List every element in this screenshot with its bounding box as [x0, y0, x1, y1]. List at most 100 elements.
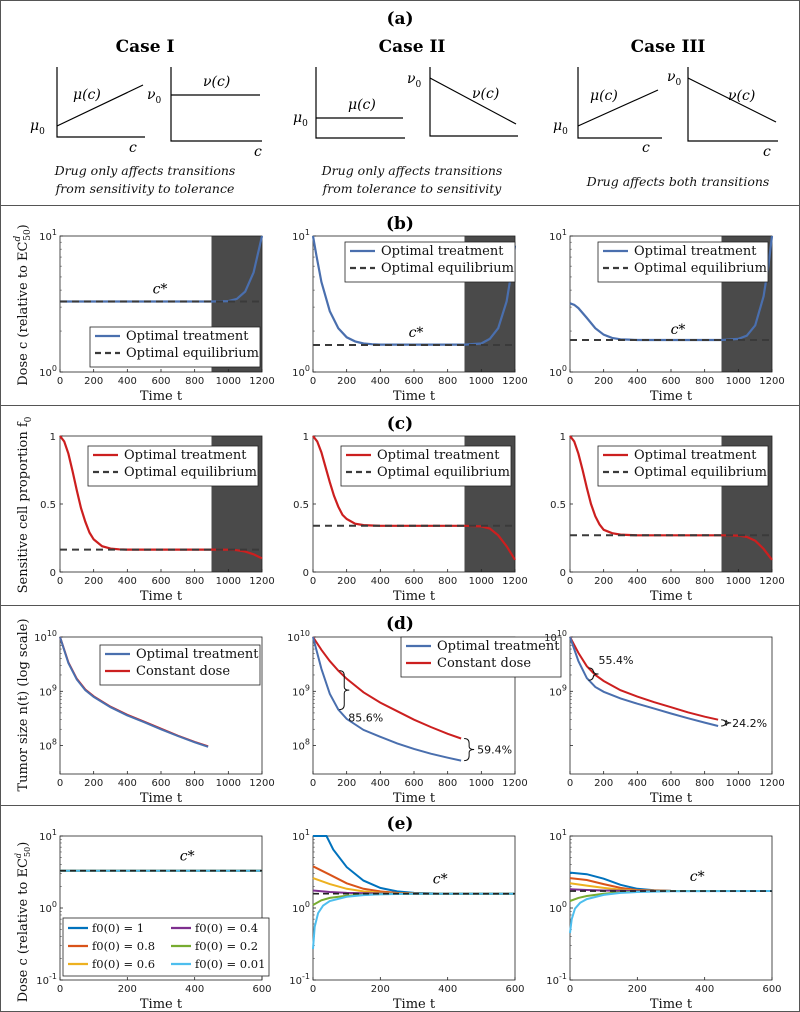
legend-box [597, 445, 769, 487]
case2-mu-label: μ(c) [348, 97, 376, 113]
y-tick-label-exp: 1 [305, 828, 310, 837]
y-tick-label: 109 [549, 683, 567, 698]
y-tick-label: 1 [50, 432, 56, 443]
x-tick-label: 600 [252, 984, 271, 995]
ylabel-b-sub: 50 [23, 229, 33, 241]
case1-c-label-b: c [254, 144, 262, 160]
y-tick-label: 109 [292, 683, 310, 698]
x-tick-label: 0 [567, 778, 573, 789]
case3-nu0-label: ν0 [667, 69, 682, 88]
c-star-label: c* [153, 281, 168, 297]
y-tick-label: 100 [292, 900, 310, 915]
case-title-3: Case III [631, 37, 706, 57]
legend-label: Optimal equilibrium [126, 346, 259, 361]
x-tick-label: 600 [404, 778, 423, 789]
x-tick-label: 1000 [726, 778, 751, 789]
y-tick-label: 101 [39, 828, 57, 843]
x-tick-label: 1000 [216, 376, 241, 387]
series-2 [312, 877, 515, 895]
mu0-symbol: μ [30, 118, 39, 134]
case-title-1: Case I [116, 37, 175, 57]
x-tick-label: 200 [594, 376, 613, 387]
legend-label: Optimal equilibrium [377, 465, 510, 480]
x-tick-label: 0 [310, 984, 316, 995]
legend-label: Optimal treatment [126, 329, 249, 344]
x-axis-label: Time t [140, 791, 183, 806]
legend-box [400, 636, 562, 678]
y-tick-label: 0.5 [40, 500, 56, 511]
mu0-sub: 0 [39, 127, 45, 137]
panel-label-e: (e) [387, 814, 414, 834]
x-tick-label: 200 [337, 778, 356, 789]
case1-caption-line1: Drug only affects transitions [54, 163, 236, 178]
case1-nu-sketch [170, 67, 262, 142]
case3-caption: Drug affects both transitions [586, 174, 770, 189]
x-tick-label: 800 [185, 376, 204, 387]
y-tick-label: 108 [39, 738, 57, 753]
y-tick-label-base: 10 [39, 232, 52, 243]
x-tick-label: 200 [371, 984, 390, 995]
case3-nu-sketch [687, 67, 778, 142]
y-tick-label-exp: 10 [47, 629, 57, 638]
legend-box [99, 644, 261, 686]
mu0-symbol: μ [553, 118, 562, 134]
y-tick-label-exp: -1 [302, 972, 310, 981]
y-tick-label-exp: 0 [52, 900, 57, 909]
y-tick-label-base: 10 [292, 742, 305, 753]
y-tick-label-exp: 10 [557, 629, 567, 638]
y-tick-label-exp: 1 [52, 828, 57, 837]
y-tick-label: 0 [303, 568, 309, 579]
x-axis-label: Time t [650, 589, 693, 604]
x-tick-label: 0 [57, 376, 63, 387]
series-5 [312, 892, 515, 949]
x-tick-label: 1200 [249, 778, 274, 789]
x-tick-label: 400 [438, 984, 457, 995]
legend-label: Constant dose [437, 656, 531, 671]
y-tick-label: 1010 [287, 629, 310, 644]
y-tick-label: 108 [292, 738, 310, 753]
x-tick-label: 400 [118, 778, 137, 789]
x-tick-label: 400 [628, 576, 647, 587]
legend-label: f0(0) = 0.8 [92, 939, 155, 953]
x-tick-label: 0 [567, 984, 573, 995]
y-tick-label-base: 10 [549, 232, 562, 243]
ylabel-c-text: Sensitive cell proportion f [16, 421, 31, 593]
chart-c-2: 0 200 400 600 800 1000 1200 Time t 0 0.5 1 Optimal … [293, 432, 528, 604]
y-tick-label: 1 [560, 432, 566, 443]
nu0-symbol: ν [407, 71, 416, 87]
ylabel-e-text: Dose c (relative to EC [16, 858, 31, 1002]
x-tick-label: 0 [310, 376, 316, 387]
axes [429, 67, 518, 137]
series-5 [569, 890, 773, 934]
x-tick-label: 400 [695, 984, 714, 995]
x-tick-label: 1200 [502, 778, 527, 789]
x-tick-label: 800 [695, 576, 714, 587]
legend-box [344, 241, 516, 283]
x-axis-label: Time t [140, 997, 183, 1012]
x-tick-label: 200 [337, 376, 356, 387]
series-1 [569, 877, 772, 892]
annotation-55: 55.4% [599, 654, 634, 667]
y-tick-label-base: 10 [544, 633, 557, 644]
nu0-sub: 0 [416, 80, 422, 90]
x-tick-label: 0 [310, 576, 316, 587]
legend-label: Optimal equilibrium [381, 261, 514, 276]
y-tick-label: 101 [292, 828, 310, 843]
y-tick-label-base: 10 [292, 904, 305, 915]
y-tick-label: 1 [303, 432, 309, 443]
y-tick-label-base: 10 [289, 976, 302, 987]
series-optimal-treatment [312, 435, 516, 561]
x-tick-label: 1200 [759, 376, 784, 387]
x-axis-label: Time t [140, 589, 183, 604]
y-tick-label: 10-1 [289, 972, 310, 987]
y-tick-label-exp: 9 [562, 683, 567, 692]
y-tick-label-base: 10 [292, 368, 305, 379]
legend-label: f0(0) = 0.4 [195, 921, 258, 935]
y-tick-label-exp: 8 [305, 738, 310, 747]
axes [687, 67, 778, 142]
legend-label: Optimal treatment [381, 244, 504, 259]
x-tick-label: 1200 [502, 576, 527, 587]
annotation-59: 59.4% [477, 744, 512, 757]
